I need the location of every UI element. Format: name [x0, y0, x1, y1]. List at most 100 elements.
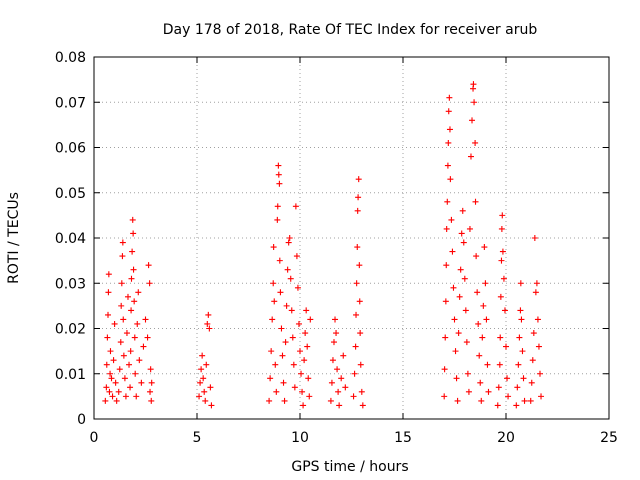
- data-point: [205, 311, 212, 318]
- data-point: [448, 216, 455, 223]
- x-tick-label: 5: [193, 430, 202, 446]
- data-point: [131, 298, 138, 305]
- data-point: [200, 375, 207, 382]
- y-axis-label: ROTI / TECUs: [6, 192, 22, 284]
- x-axis-label: GPS time / hours: [291, 459, 408, 475]
- data-point: [122, 393, 129, 400]
- data-point: [357, 330, 364, 337]
- data-point: [279, 352, 286, 359]
- data-point: [335, 388, 342, 395]
- data-point: [358, 388, 365, 395]
- data-point: [297, 348, 303, 355]
- data-point: [354, 207, 361, 214]
- data-point: [498, 225, 505, 232]
- data-point: [520, 375, 527, 382]
- data-point: [500, 275, 507, 282]
- data-point: [536, 370, 543, 377]
- data-point: [441, 366, 448, 373]
- data-point: [445, 108, 452, 115]
- data-point: [112, 379, 119, 386]
- data-point: [270, 280, 277, 287]
- data-point: [130, 230, 137, 237]
- x-tick-label: 0: [90, 430, 99, 446]
- data-point: [504, 375, 511, 382]
- data-point: [517, 280, 524, 287]
- data-point: [470, 81, 477, 88]
- data-point: [355, 194, 362, 201]
- data-point: [287, 275, 294, 282]
- data-point: [481, 244, 488, 251]
- data-point: [447, 176, 454, 183]
- data-point: [288, 307, 295, 314]
- data-point: [480, 302, 487, 309]
- data-point: [276, 257, 283, 264]
- data-point: [443, 262, 450, 269]
- data-point: [479, 334, 486, 341]
- data-point: [202, 397, 209, 404]
- data-point: [110, 357, 117, 364]
- data-point: [269, 316, 276, 323]
- data-point: [103, 384, 110, 391]
- data-point: [123, 330, 130, 337]
- data-point: [527, 397, 534, 404]
- data-point: [485, 388, 492, 395]
- data-point: [204, 320, 211, 327]
- data-point: [306, 393, 313, 400]
- data-point: [352, 343, 359, 350]
- grid-lines: [93, 56, 610, 420]
- y-tick-label: 0: [77, 412, 86, 428]
- data-point: [278, 325, 285, 332]
- data-point: [118, 280, 125, 287]
- data-point: [529, 357, 536, 364]
- data-point: [342, 384, 349, 391]
- data-point: [116, 366, 123, 373]
- data-point: [442, 334, 449, 341]
- data-point: [132, 370, 139, 377]
- data-point: [534, 316, 541, 323]
- x-tick-labels: 0 5 10 15 20 25: [90, 430, 618, 446]
- data-point: [104, 334, 111, 341]
- data-point: [126, 361, 133, 368]
- chart-title: Day 178 of 2018, Rate Of TEC Index for r…: [163, 22, 538, 38]
- data-point: [106, 388, 113, 395]
- data-point: [531, 235, 538, 241]
- data-point: [442, 298, 449, 305]
- data-point: [148, 397, 155, 404]
- data-point: [446, 126, 453, 133]
- data-point: [449, 248, 456, 255]
- data-point: [328, 379, 335, 386]
- data-point: [351, 370, 358, 377]
- data-point: [128, 307, 135, 314]
- data-point: [498, 257, 505, 264]
- data-point: [282, 339, 289, 346]
- data-point: [514, 384, 521, 391]
- data-point: [208, 402, 215, 409]
- data-point: [108, 375, 115, 382]
- data-point: [277, 289, 284, 296]
- data-point: [129, 216, 136, 223]
- data-point: [134, 320, 141, 327]
- data-point: [330, 339, 337, 346]
- data-point: [300, 402, 307, 409]
- y-tick-labels: 0 0.01 0.02 0.03 0.04 0.05 0.06 0.07 0.08: [55, 50, 86, 428]
- data-point: [198, 366, 205, 373]
- data-point: [475, 320, 482, 327]
- data-point: [129, 248, 136, 255]
- data-point: [286, 235, 293, 241]
- data-point: [147, 366, 154, 373]
- data-point: [359, 402, 366, 409]
- data-point: [203, 361, 210, 368]
- data-point: [474, 289, 481, 296]
- data-point: [148, 379, 155, 386]
- data-point: [201, 388, 208, 395]
- data-point: [355, 176, 362, 183]
- data-point: [135, 289, 142, 296]
- data-point: [472, 139, 479, 146]
- data-point: [206, 325, 213, 332]
- data-point: [105, 311, 112, 318]
- data-point: [270, 244, 277, 251]
- data-point: [142, 316, 149, 323]
- data-point: [117, 339, 124, 346]
- data-point: [124, 293, 131, 300]
